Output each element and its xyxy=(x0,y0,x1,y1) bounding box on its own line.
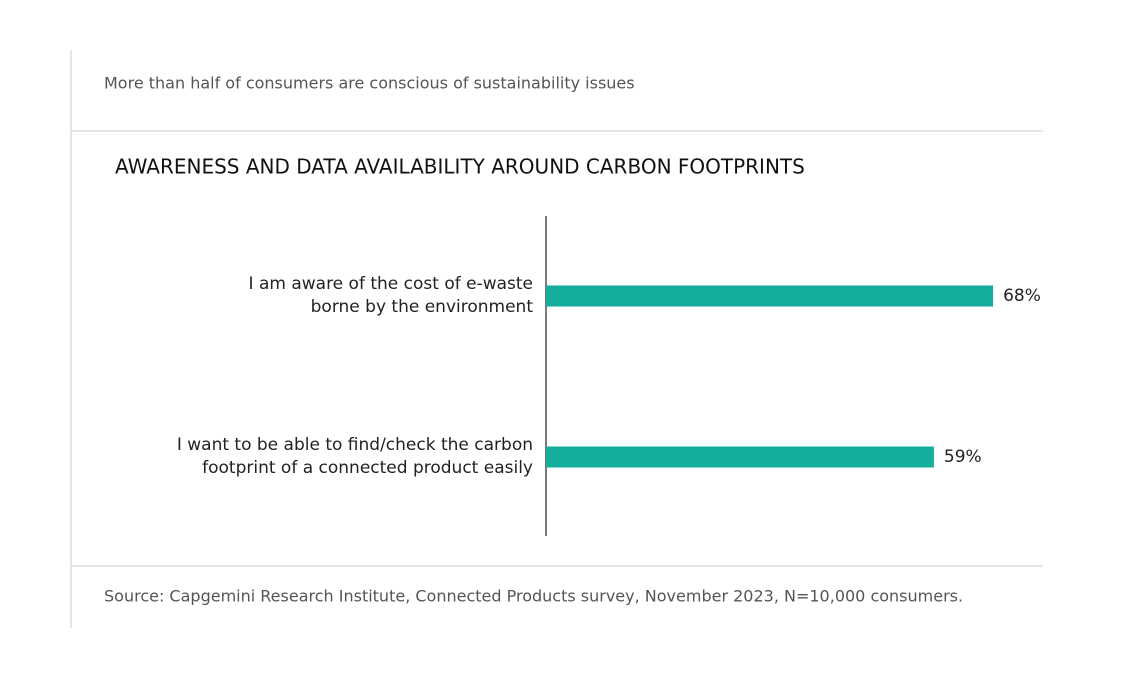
bar xyxy=(546,446,934,468)
chart-title: AWARENESS AND DATA AVAILABILITY AROUND C… xyxy=(115,155,805,179)
value-label: 68% xyxy=(1003,286,1041,306)
bar xyxy=(546,285,994,307)
subtitle: More than half of consumers are consciou… xyxy=(104,74,635,93)
value-label: 59% xyxy=(944,447,982,467)
category-label: I want to be able to find/check the carb… xyxy=(176,435,533,478)
category-label: I am aware of the cost of e-waste borne … xyxy=(248,274,533,317)
source: Source: Capgemini Research Institute, Co… xyxy=(104,587,963,606)
